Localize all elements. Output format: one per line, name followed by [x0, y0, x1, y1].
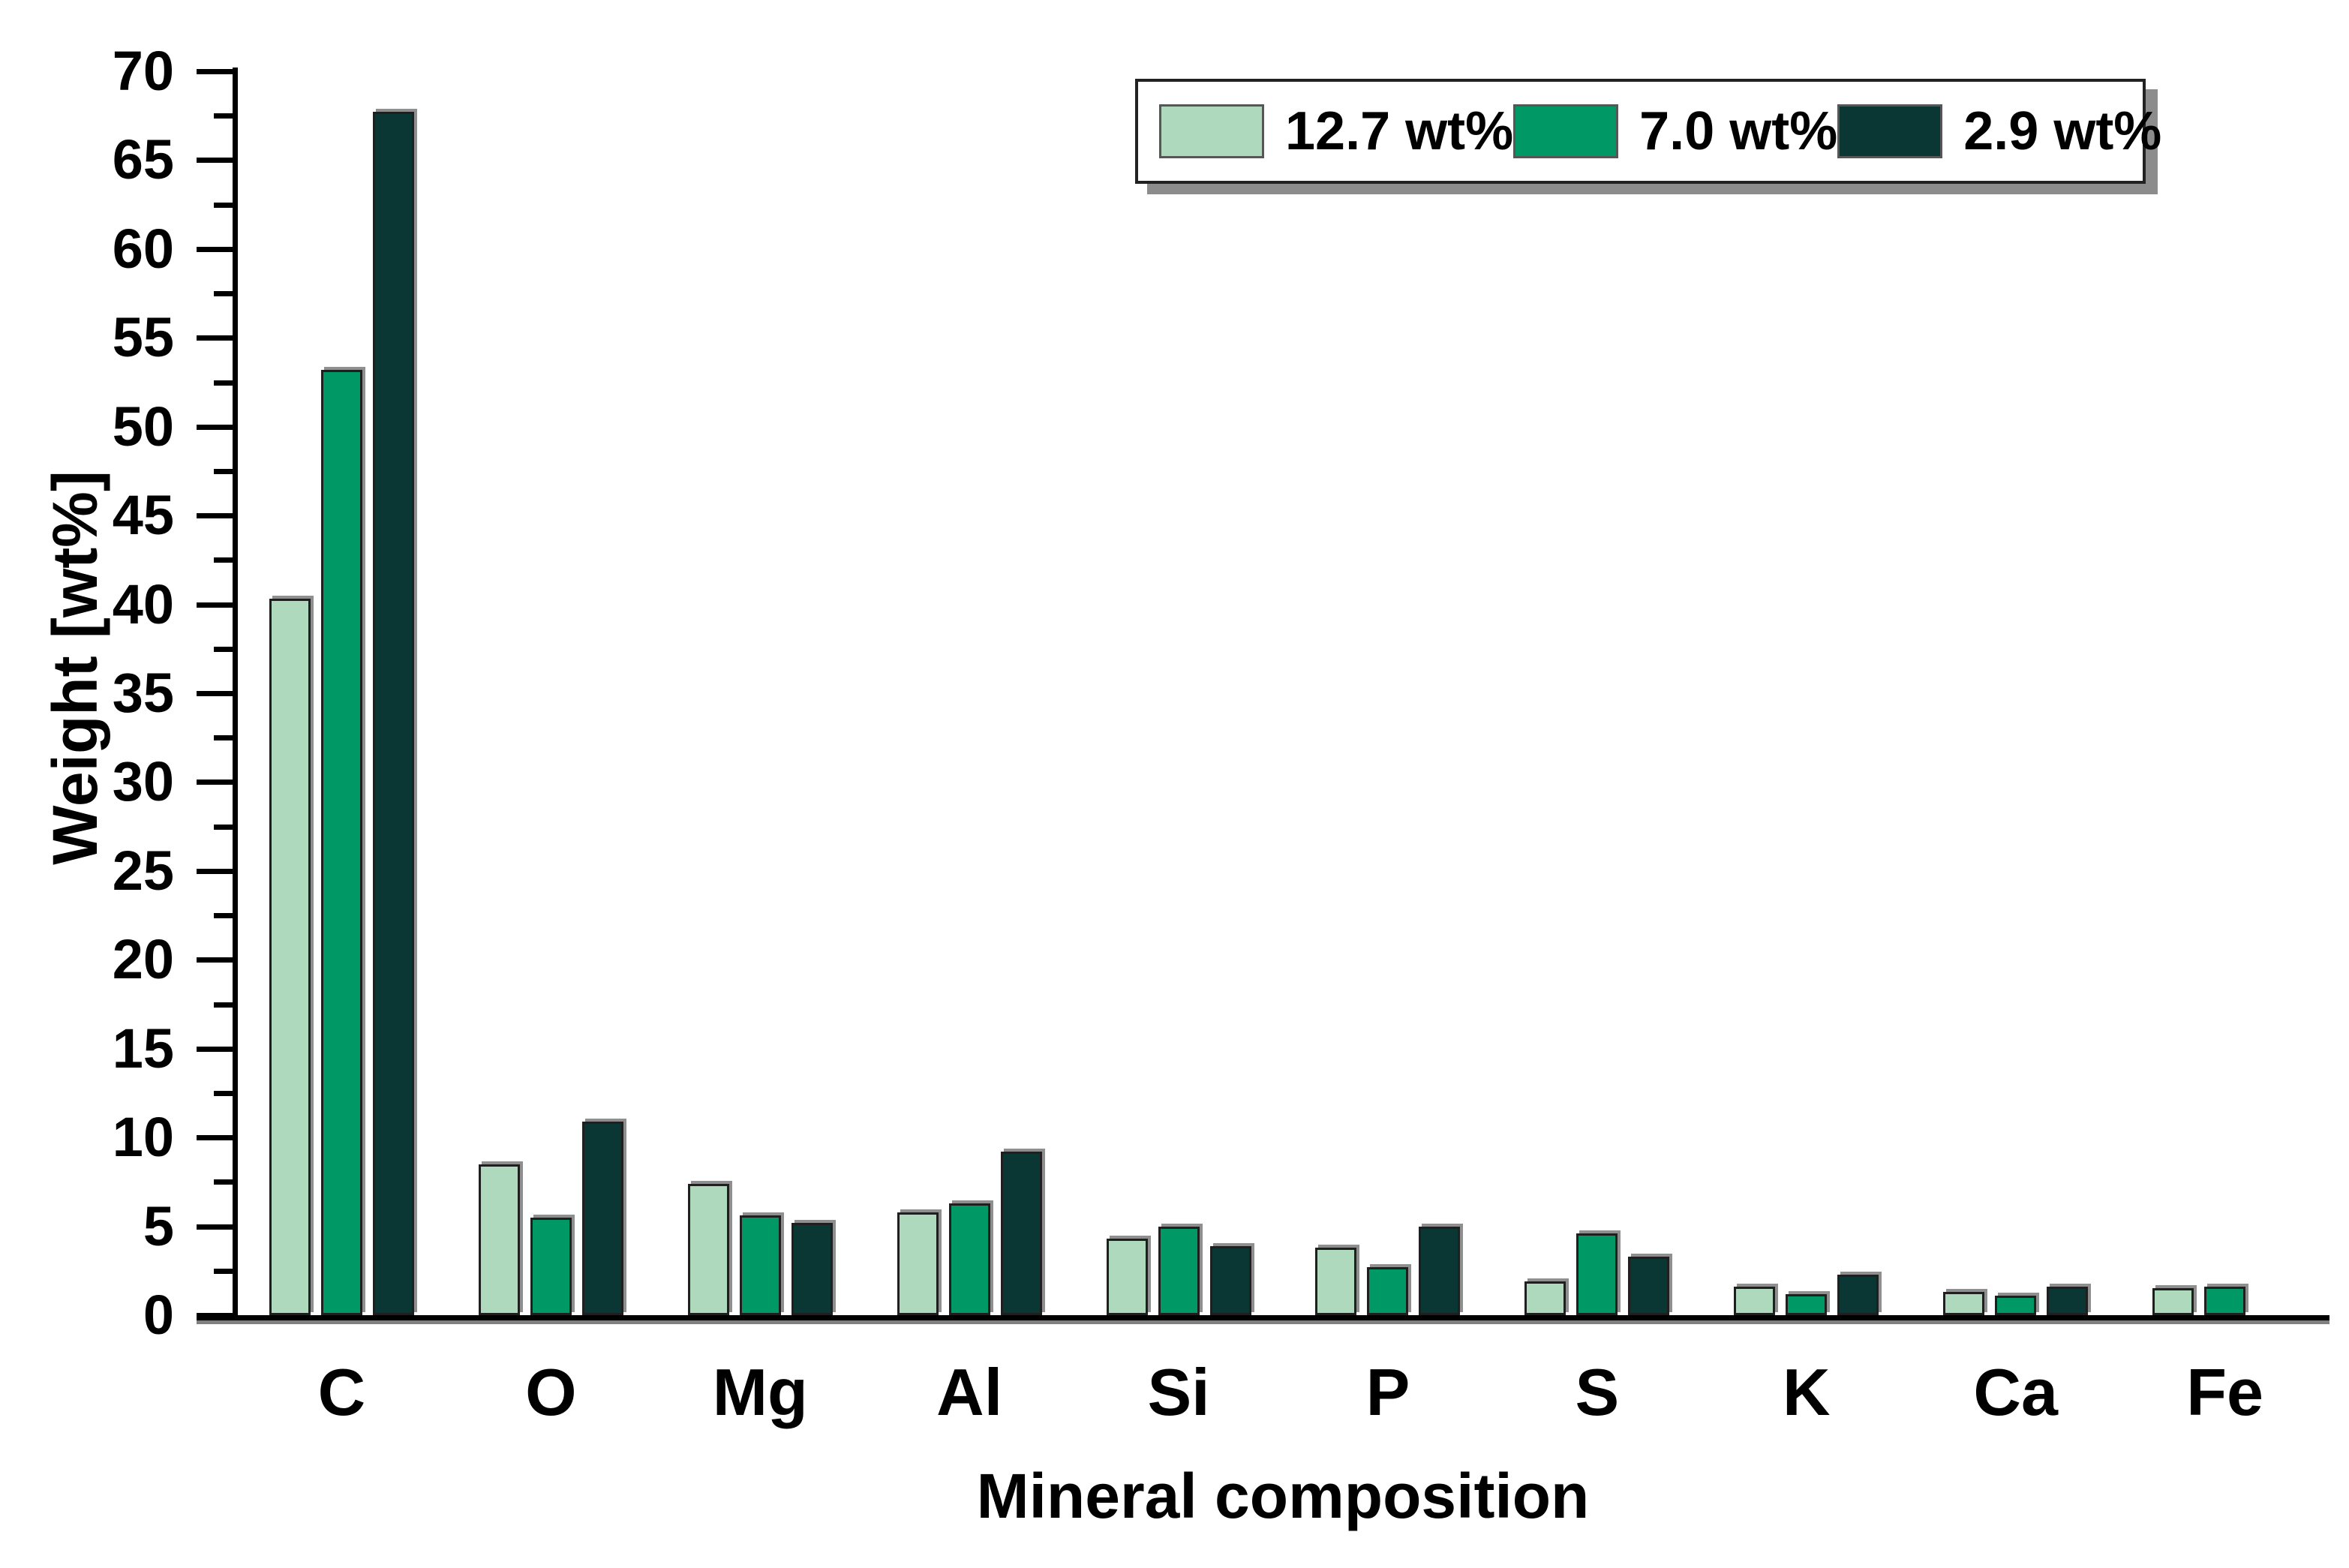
- legend-label: 2.9 wt%: [1963, 101, 2162, 161]
- bar-Mg-series-1: [687, 1183, 729, 1315]
- bar-K-series-1: [1734, 1287, 1776, 1315]
- y-major-tick: [197, 1046, 238, 1052]
- y-major-tick: [197, 779, 238, 786]
- legend-swatch-icon: [1513, 104, 1619, 158]
- y-minor-tick: [214, 113, 238, 119]
- y-minor-tick: [214, 1002, 238, 1008]
- y-tick-label: 65: [112, 128, 174, 191]
- x-category-label-O: O: [525, 1355, 577, 1429]
- y-minor-tick: [214, 735, 238, 741]
- x-category-label-K: K: [1782, 1355, 1831, 1429]
- y-tick-label: 20: [112, 928, 174, 991]
- y-tick-label: 0: [143, 1284, 174, 1346]
- bar-Si-series-3: [1209, 1245, 1251, 1315]
- x-axis-line: [197, 1315, 2329, 1320]
- bar-S-series-1: [1524, 1281, 1567, 1315]
- y-minor-tick: [214, 202, 238, 208]
- legend-swatch-icon: [1837, 104, 1943, 158]
- y-minor-tick: [214, 1268, 238, 1274]
- x-axis-title: Mineral composition: [976, 1461, 1590, 1531]
- bar-P-series-1: [1315, 1247, 1357, 1315]
- y-minor-tick: [214, 291, 238, 297]
- bar-Mg-series-3: [791, 1222, 833, 1315]
- y-major-tick: [197, 1135, 238, 1141]
- bar-P-series-2: [1367, 1267, 1409, 1315]
- bar-Al-series-2: [948, 1203, 990, 1315]
- y-minor-tick: [214, 380, 238, 386]
- bar-O-series-1: [478, 1164, 520, 1315]
- legend-label: 12.7 wt%: [1285, 101, 1514, 161]
- legend-label: 7.0 wt%: [1639, 101, 1838, 161]
- bar-Si-series-2: [1158, 1226, 1200, 1315]
- x-category-label-Mg: Mg: [712, 1355, 808, 1429]
- y-minor-tick: [214, 913, 238, 919]
- y-major-tick: [197, 424, 238, 430]
- y-tick-label: 45: [112, 484, 174, 547]
- y-major-tick: [197, 69, 238, 74]
- bar-O-series-3: [581, 1121, 623, 1315]
- bar-K-series-2: [1786, 1293, 1828, 1315]
- bar-Ca-series-1: [1943, 1292, 1985, 1315]
- x-category-label-C: C: [317, 1355, 366, 1429]
- y-major-tick: [197, 158, 238, 164]
- y-tick-label: 50: [112, 395, 174, 458]
- y-minor-tick: [214, 1179, 238, 1185]
- legend: 12.7 wt% 7.0 wt% 2.9 wt%: [1135, 79, 2161, 184]
- bar-Si-series-1: [1106, 1239, 1148, 1315]
- y-minor-tick: [214, 646, 238, 652]
- y-major-tick: [197, 691, 238, 696]
- legend-item-3: 2.9 wt%: [1837, 104, 2161, 158]
- y-major-tick: [197, 602, 238, 608]
- bar-Ca-series-3: [2047, 1287, 2089, 1315]
- legend-item-2: 7.0 wt%: [1513, 104, 1837, 158]
- bar-O-series-2: [530, 1217, 572, 1315]
- y-minor-tick: [214, 1090, 238, 1096]
- y-major-tick: [197, 957, 238, 963]
- y-major-tick: [197, 1224, 238, 1230]
- bar-Fe-series-1: [2152, 1288, 2194, 1315]
- y-major-tick: [197, 868, 238, 874]
- y-minor-tick: [214, 824, 238, 830]
- x-category-label-P: P: [1365, 1355, 1410, 1429]
- x-axis-line-shadow: [197, 1320, 2329, 1324]
- legend-item-1: 12.7 wt%: [1159, 104, 1513, 158]
- bar-S-series-2: [1576, 1233, 1618, 1315]
- legend-swatch-icon: [1159, 104, 1264, 158]
- y-tick-label: 25: [112, 839, 174, 902]
- y-tick-label: 40: [112, 572, 174, 635]
- y-major-tick: [197, 246, 238, 252]
- bar-Mg-series-2: [739, 1215, 781, 1315]
- bar-C-series-1: [269, 599, 311, 1315]
- y-minor-tick: [214, 557, 238, 563]
- y-tick-label: 10: [112, 1106, 174, 1169]
- y-tick-label: 30: [112, 750, 174, 813]
- y-minor-tick: [214, 468, 238, 474]
- x-category-label-Ca: Ca: [1973, 1355, 2058, 1429]
- x-category-label-Fe: Fe: [2186, 1355, 2263, 1429]
- x-category-label-Si: Si: [1147, 1355, 1210, 1429]
- y-tick-label: 70: [112, 40, 174, 102]
- bar-Ca-series-2: [1995, 1295, 2037, 1315]
- y-major-tick: [197, 513, 238, 519]
- y-tick-label: 60: [112, 217, 174, 280]
- y-tick-label: 55: [112, 306, 174, 369]
- bar-Fe-series-2: [2204, 1287, 2246, 1315]
- bar-C-series-2: [320, 369, 362, 1315]
- bar-K-series-3: [1837, 1274, 1879, 1315]
- x-category-label-Al: Al: [936, 1355, 1003, 1429]
- x-category-label-S: S: [1575, 1355, 1620, 1429]
- bar-Al-series-1: [897, 1212, 939, 1315]
- bar-C-series-3: [372, 112, 414, 1315]
- bar-S-series-3: [1628, 1256, 1670, 1315]
- y-major-tick: [197, 335, 238, 341]
- bar-P-series-3: [1419, 1226, 1461, 1315]
- y-tick-label: 5: [143, 1194, 174, 1257]
- y-tick-label: 35: [112, 662, 174, 724]
- bar-Al-series-3: [1000, 1152, 1042, 1315]
- y-tick-label: 15: [112, 1017, 174, 1080]
